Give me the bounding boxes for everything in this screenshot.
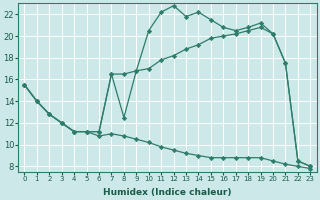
X-axis label: Humidex (Indice chaleur): Humidex (Indice chaleur) xyxy=(103,188,232,197)
